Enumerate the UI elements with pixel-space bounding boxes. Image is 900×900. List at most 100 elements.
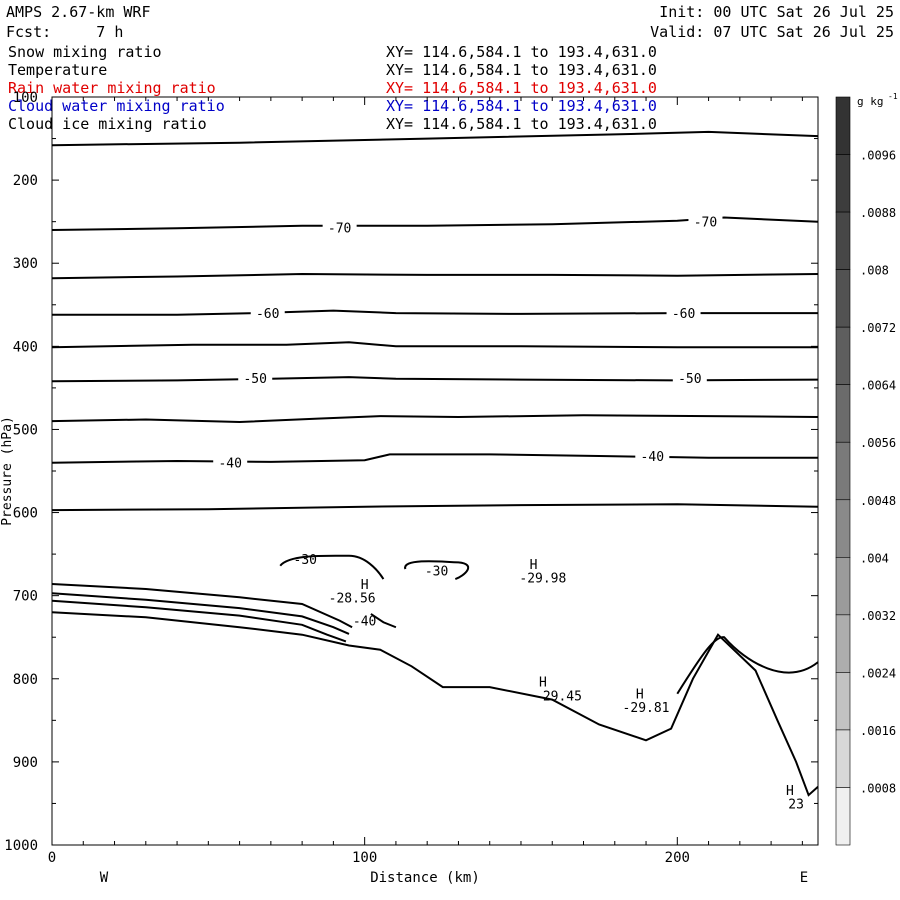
isotherm-line	[51, 341, 818, 349]
plot-frame	[51, 96, 819, 846]
surface-line	[51, 599, 347, 643]
colorbar-cell	[835, 441, 851, 501]
contour-line	[370, 613, 397, 629]
colorbar-cell	[835, 672, 851, 731]
model-title: AMPS 2.67-km WRF	[6, 3, 151, 21]
colorbar-label: .0008	[860, 781, 896, 795]
field-range: XY= 114.6,584.1 to 193.4,631.0	[386, 115, 657, 133]
y-tick-label: 600	[13, 506, 38, 522]
colorbar-label: .0056	[860, 436, 896, 450]
colorbar-cell	[835, 499, 851, 558]
init-time: Init: 00 UTC Sat 26 Jul 25	[659, 3, 894, 21]
contour-annotation: -28.56	[329, 591, 376, 606]
colorbar-unit-exponent: -1	[888, 92, 898, 101]
y-tick-label: 400	[13, 339, 38, 355]
isotherm-label: -60	[256, 307, 279, 322]
isotherm-label-bg	[635, 447, 670, 464]
x-axis-title: Distance (km)	[370, 870, 480, 886]
isotherm-label: -50	[678, 372, 701, 387]
colorbar-cell	[835, 269, 851, 328]
field-range: XY= 114.6,584.1 to 193.4,631.0	[386, 61, 657, 79]
colorbar-label: .0024	[860, 666, 896, 680]
colorbar-unit: g kg	[857, 95, 884, 108]
colorbar-label: .0048	[860, 494, 896, 508]
colorbar-cell	[835, 211, 851, 270]
colorbar-label: .0088	[860, 206, 896, 220]
contour-annotation: H	[636, 688, 644, 703]
colorbar-cell	[835, 557, 851, 616]
colorbar-cell	[835, 96, 851, 155]
isotherm-label-bg	[688, 212, 723, 229]
forecast-hour: Fcst: 7 h	[6, 23, 124, 41]
contour-line	[676, 636, 819, 695]
contour-annotation: -30	[294, 553, 317, 568]
colorbar-label: .0064	[860, 379, 896, 393]
isotherm-label-bg	[238, 368, 273, 385]
colorbar-cell	[835, 729, 851, 788]
valid-time: Valid: 07 UTC Sat 26 Jul 25	[650, 23, 894, 41]
isotherm-line	[51, 272, 819, 280]
field-label: Temperature	[8, 61, 108, 79]
isotherm-label-bg	[322, 218, 357, 235]
colorbar-label: .0032	[860, 609, 896, 623]
field-label: Cloud ice mixing ratio	[8, 115, 207, 133]
contour-annotation: H	[361, 578, 369, 593]
contour-line	[404, 560, 470, 580]
isotherm-label-bg	[213, 453, 248, 470]
contour-annotation: -29.98	[519, 571, 566, 586]
y-tick-label: 900	[13, 755, 38, 771]
colorbar-label: .0072	[860, 321, 896, 335]
x-tick-label: 100	[352, 850, 377, 866]
y-tick-label: 100	[13, 90, 38, 106]
field-range: XY= 114.6,584.1 to 193.4,631.0	[386, 97, 657, 115]
isotherm-label-bg	[672, 368, 707, 385]
isotherm-label: -40	[218, 457, 241, 472]
contour-annotation: -29.81	[623, 701, 670, 716]
isotherm-line	[52, 309, 818, 316]
y-axis-title: Pressure (hPa)	[0, 416, 15, 526]
isotherm-label-bg	[666, 304, 701, 321]
colorbar-label: .004	[860, 551, 889, 565]
contour-annotation: -30	[425, 565, 448, 580]
isotherm-line	[51, 453, 818, 464]
colorbar-cell	[835, 326, 851, 385]
colorbar-label: .0016	[860, 724, 896, 738]
y-tick-label: 500	[13, 422, 38, 438]
x-tick-label: 200	[665, 850, 690, 866]
contour-annotation: -40	[353, 615, 376, 630]
y-tick-label: 800	[13, 672, 38, 688]
field-label: Snow mixing ratio	[8, 43, 162, 61]
y-tick-label: 700	[13, 589, 38, 605]
field-label: Rain water mixing ratio	[8, 79, 216, 97]
isotherm-label: -70	[328, 221, 351, 236]
isotherm-label: -60	[672, 307, 695, 322]
field-label: Cloud water mixing ratio	[8, 97, 225, 115]
contour-line	[279, 554, 385, 580]
isotherm-label: -50	[243, 372, 266, 387]
isotherm-line	[51, 503, 819, 512]
y-tick-label: 200	[13, 173, 38, 189]
contour-annotation: 23	[788, 797, 804, 812]
x-end-label-right: E	[800, 870, 808, 886]
contour-annotation: H	[530, 558, 538, 573]
y-tick-label: 300	[13, 256, 38, 272]
colorbar-label: .008	[860, 264, 889, 278]
x-tick-label: 0	[48, 850, 56, 866]
surface-line	[51, 592, 350, 635]
isotherm-line	[51, 376, 819, 383]
isotherm-label: -40	[641, 450, 664, 465]
isotherm-label-bg	[250, 304, 285, 321]
colorbar-cell	[835, 384, 851, 443]
contour-annotation: H	[539, 675, 547, 690]
x-end-label-left: W	[100, 870, 109, 886]
isotherm-label: -70	[694, 216, 717, 231]
surface-line	[51, 583, 353, 629]
field-range: XY= 114.6,584.1 to 193.4,631.0	[386, 43, 657, 61]
colorbar-label: .0096	[860, 149, 896, 163]
colorbar-cell	[835, 787, 851, 846]
contour-annotation: -29.45	[535, 689, 582, 704]
isotherm-line	[51, 414, 819, 424]
surface-line	[51, 611, 819, 797]
contour-annotation: H	[786, 784, 794, 799]
